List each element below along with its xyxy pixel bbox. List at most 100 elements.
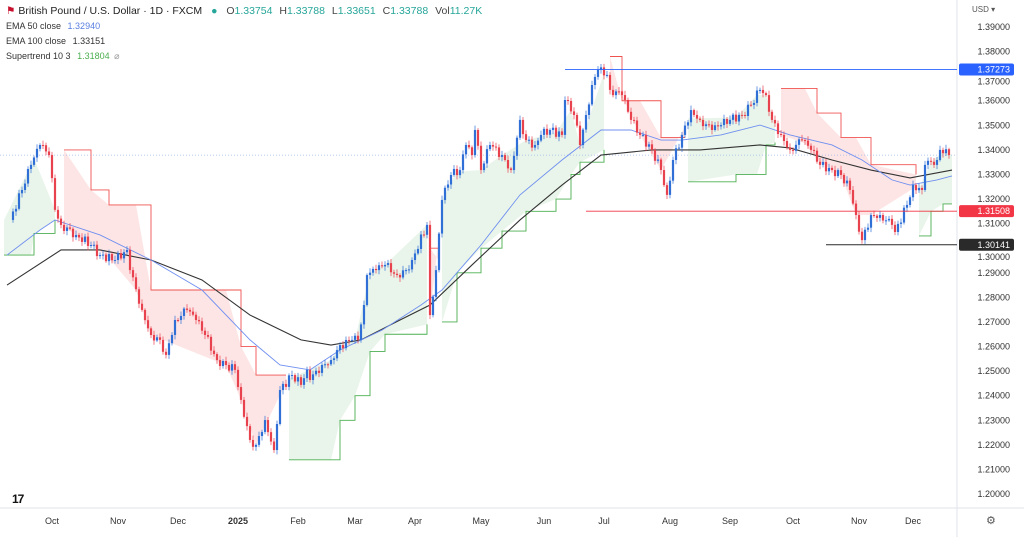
candle-down (659, 159, 663, 171)
candle-down (872, 215, 876, 217)
candle-down (494, 146, 498, 148)
candle-down (638, 132, 642, 135)
candle-up (92, 244, 96, 246)
low-value: 1.33651 (337, 5, 376, 17)
supertrend-fill-down (781, 88, 916, 216)
candle-up (407, 269, 411, 271)
candle-down (104, 254, 108, 262)
candle-down (848, 180, 852, 190)
x-tick-label: Oct (786, 516, 801, 526)
candle-down (308, 369, 312, 380)
settings-gear-icon[interactable]: ⚙ (986, 515, 996, 527)
candle-down (203, 330, 207, 335)
candle-up (287, 375, 291, 387)
candle-up (482, 163, 486, 171)
candle-down (374, 268, 378, 271)
candle-down (623, 95, 627, 100)
chevron-down-icon: ▾ (991, 5, 996, 14)
x-tick-label: Jul (598, 516, 610, 526)
candle-down (770, 111, 774, 120)
candle-down (164, 351, 168, 355)
candle-down (476, 129, 480, 146)
symbol-row[interactable]: ⚑ British Pound / U.S. Dollar · 1D · FXC… (6, 4, 486, 19)
candle-down (239, 387, 243, 400)
candle-down (41, 144, 45, 146)
candle-up (887, 218, 891, 221)
indicator-value: 1.31804 (77, 51, 110, 61)
candle-down (629, 111, 633, 120)
indicator-ema100[interactable]: EMA 100 close 1.33151 (6, 34, 486, 49)
candle-up (254, 444, 258, 447)
candles (11, 63, 951, 455)
candle-up (332, 358, 336, 361)
hidden-eye-icon[interactable]: ⌀ (114, 51, 120, 61)
candle-up (11, 211, 15, 220)
candle-down (347, 339, 351, 341)
candle-up (65, 227, 69, 231)
candle-down (110, 254, 114, 261)
supertrend-fill-down (430, 235, 439, 316)
supertrend-line-up (4, 219, 56, 256)
candle-down (626, 99, 630, 112)
candle-up (302, 378, 306, 385)
y-tick-label: 1.20000 (977, 489, 1010, 499)
candle-up (590, 85, 594, 105)
indicator-ema50[interactable]: EMA 50 close 1.32940 (6, 19, 486, 34)
currency-selector[interactable]: USD ▾ (972, 5, 995, 14)
candle-up (599, 67, 603, 71)
candle-up (221, 361, 225, 367)
y-tick-label: 1.31000 (977, 219, 1010, 229)
y-tick-label: 1.29000 (977, 268, 1010, 278)
candle-up (866, 227, 870, 230)
x-tick-label: Feb (290, 516, 306, 526)
candle-down (554, 127, 558, 137)
candle-down (224, 361, 228, 365)
candle-up (500, 155, 504, 157)
candle-down (242, 399, 246, 417)
supertrend-fill-down (64, 149, 286, 445)
candle-up (311, 374, 315, 380)
y-tick-label: 1.27000 (977, 317, 1010, 327)
candle-down (920, 187, 924, 190)
candle-down (860, 231, 864, 241)
candle-down (824, 161, 828, 172)
candle-down (236, 369, 240, 388)
candle-up (125, 249, 129, 253)
candle-up (173, 319, 177, 335)
candle-down (95, 244, 99, 257)
candle-up (446, 184, 450, 188)
candle-down (158, 337, 162, 340)
candle-down (710, 124, 714, 130)
symbol-title: British Pound / U.S. Dollar · 1D · FXCM (18, 5, 203, 17)
candle-up (797, 139, 801, 145)
candle-up (281, 383, 285, 391)
candle-up (944, 149, 948, 154)
candle-up (107, 254, 111, 262)
candle-down (857, 215, 861, 232)
level-price-label: 1.37273 (977, 64, 1010, 74)
candle-up (596, 70, 600, 77)
indicator-supertrend[interactable]: Supertrend 10 3 1.31804 ⌀ (6, 49, 486, 64)
candle-down (317, 370, 321, 373)
candle-down (782, 134, 786, 142)
candle-up (179, 315, 183, 321)
candle-down (209, 336, 213, 351)
candle-down (761, 89, 765, 94)
candle-down (479, 145, 483, 171)
x-tick-label: Dec (170, 516, 187, 526)
candle-down (53, 178, 57, 210)
candle-down (68, 227, 72, 229)
candle-down (398, 275, 402, 278)
candle-down (560, 131, 564, 135)
supertrend-line-down (781, 88, 917, 175)
candle-up (260, 431, 264, 437)
candle-up (536, 140, 540, 145)
candle-up (926, 160, 930, 165)
candle-down (650, 144, 654, 150)
candle-down (200, 321, 204, 331)
low-label: L (331, 5, 338, 17)
y-tick-label: 1.32000 (977, 194, 1010, 204)
candle-up (89, 245, 93, 247)
candle-down (776, 123, 780, 135)
